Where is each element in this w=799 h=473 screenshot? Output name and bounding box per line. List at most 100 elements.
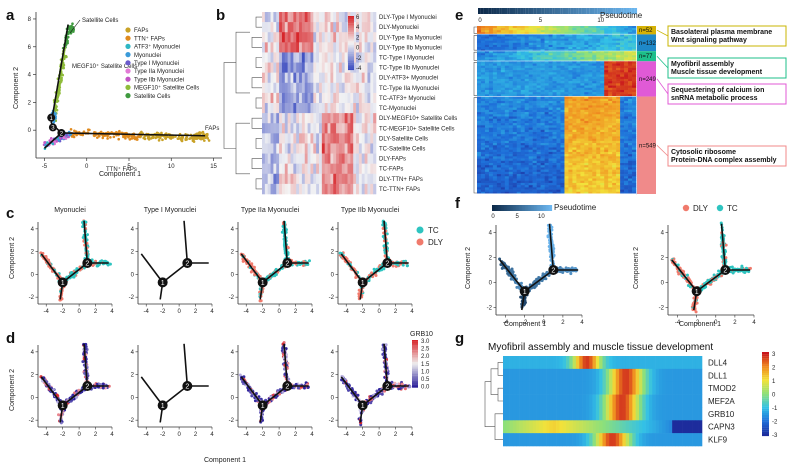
panel-b-cell	[284, 163, 288, 175]
panel-e-cell	[544, 40, 549, 44]
panel-a-point	[43, 141, 46, 144]
panel-e-cell	[488, 26, 494, 29]
panel-b-cell	[287, 143, 291, 154]
panel-b-cell	[324, 12, 328, 23]
panel-a-point	[207, 139, 211, 142]
panel-b-colorbar-step	[348, 48, 354, 51]
trajectory-xtick-label: 2	[394, 309, 398, 315]
panel-b-cell	[330, 143, 334, 154]
trajectory-ytick-label: -2	[129, 418, 135, 424]
panel-e-cell	[612, 74, 617, 78]
panel-e-cell	[496, 26, 502, 29]
trajectory-xtick-label: 2	[94, 432, 98, 438]
panel-e-cell	[576, 65, 581, 69]
panel-e-cell	[576, 76, 581, 80]
panel-e-cell	[568, 40, 573, 44]
panel-e-cell	[568, 74, 573, 78]
panel-b-cell	[327, 72, 331, 84]
trajectory-xtick-label: 4	[210, 309, 214, 315]
panel-e-cell	[477, 78, 482, 82]
panel-b-cell	[321, 133, 325, 144]
panel-b-cell	[361, 92, 365, 104]
panel-e-cell	[576, 30, 581, 33]
trajectory-path	[340, 220, 409, 300]
panel-b-cell	[293, 12, 297, 23]
panel-d-colorbar-step	[412, 358, 418, 361]
panel-e-cell	[544, 57, 549, 60]
panel-e-cell	[556, 70, 561, 73]
panel-e-cell	[616, 42, 621, 46]
panel-e-cell	[504, 28, 510, 31]
panel-a-point	[71, 22, 74, 26]
panel-b-cell	[273, 52, 277, 63]
panel-b-cell	[330, 153, 334, 164]
panel-b-cell	[333, 42, 337, 53]
trajectory-point	[403, 387, 407, 391]
trajectory-xtick-label: 4	[410, 309, 414, 315]
panel-e-colorbar-step	[536, 8, 539, 14]
panel-e-cell	[616, 40, 621, 44]
panel-b-colorbar-step	[348, 32, 354, 35]
panel-b-cell	[287, 12, 291, 23]
panel-e-cell	[528, 34, 533, 37]
panel-e-cell	[508, 87, 514, 91]
panel-e-cell	[520, 81, 525, 84]
panel-e-cell	[628, 40, 633, 44]
panel-e-cell	[612, 63, 617, 66]
panel-e-cell	[548, 38, 553, 41]
panel-e-cell	[524, 81, 529, 84]
panel-e-cell	[560, 74, 565, 78]
panel-b-cell	[281, 113, 286, 124]
panel-e-cell	[544, 61, 549, 64]
trajectory-ytick-label: 0	[331, 272, 335, 278]
trajectory-path	[140, 343, 209, 423]
panel-e-cell	[524, 26, 529, 29]
panel-b-cell	[293, 72, 297, 84]
panel-b-cell	[284, 82, 288, 94]
panel-b-cell	[290, 133, 294, 144]
panel-b-cell	[281, 133, 286, 144]
panel-e-cell	[580, 28, 585, 31]
panel-e-cell	[524, 47, 529, 50]
panel-c-subtitle: Type IIb Myonuclei	[341, 207, 400, 214]
panel-e-cell	[588, 51, 593, 54]
panel-b-cell	[290, 173, 294, 185]
panel-e-colorbar-step	[523, 8, 526, 14]
panel-e-cell	[477, 87, 482, 91]
panel-e-colorbar-step	[594, 8, 598, 14]
panel-b-cell	[344, 62, 348, 73]
panel-b-cell	[279, 52, 283, 63]
panel-b-cell	[276, 72, 280, 84]
panel-e-cell	[524, 78, 529, 82]
panel-a-legend-swatch	[125, 93, 131, 99]
panel-e-cell	[512, 53, 518, 56]
panel-e-cell	[556, 61, 561, 64]
panel-e-cell	[600, 40, 605, 44]
panel-e-cell	[628, 30, 633, 33]
panel-e-cell	[608, 83, 613, 86]
panel-e-cell	[568, 92, 573, 95]
panel-e-cell	[500, 72, 506, 75]
panel-b-cell	[344, 103, 348, 114]
panel-b-cell	[356, 173, 360, 185]
panel-e-cell	[564, 61, 569, 64]
trajectory-ytick-label: 0	[231, 272, 235, 278]
panel-b-row-label: DLY-Type I Myonuclei	[379, 15, 437, 21]
panel-b-cell	[307, 183, 311, 195]
panel-e-cell	[477, 92, 482, 95]
panel-e-cell	[624, 92, 629, 95]
panel-b-cell	[364, 133, 368, 144]
panel-e-cell	[580, 34, 585, 37]
panel-b-cell	[370, 143, 374, 154]
trajectory-node-label: 2	[185, 261, 189, 268]
panel-e-cell	[544, 47, 549, 50]
panel-e-cell	[480, 47, 486, 50]
panel-e-cell	[540, 26, 545, 29]
panel-b-cell	[313, 92, 317, 104]
trajectory-xtick-label: 2	[194, 432, 198, 438]
panel-e-cell	[536, 51, 541, 54]
panel-e-cell	[592, 65, 597, 69]
panel-e-cell	[508, 47, 514, 50]
panel-e-cell	[620, 53, 625, 56]
